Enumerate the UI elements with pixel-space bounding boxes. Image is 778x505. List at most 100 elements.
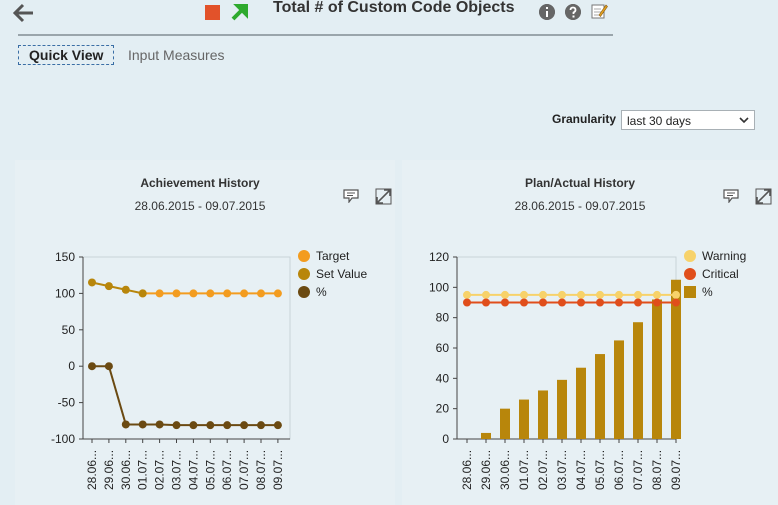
granularity-value: last 30 days [627, 114, 692, 128]
percent-bar [671, 279, 681, 439]
percent-bar [481, 432, 491, 439]
plan-actual-legend-marker [684, 268, 696, 280]
chevron-down-icon [739, 117, 749, 124]
percent-bar [633, 322, 643, 439]
set-value-series-point [138, 289, 147, 298]
critical-series-point [539, 298, 547, 307]
expand-icon[interactable] [755, 188, 772, 205]
plan-actual-x-tick-label: 29.06... [479, 450, 493, 490]
plan-actual-x-tick-label: 07.07... [631, 450, 645, 490]
target-series-point [273, 289, 282, 298]
plan-actual-x-tick-label: 04.07... [574, 450, 588, 490]
comment-icon[interactable] [343, 189, 359, 203]
plan-actual-x-tick-label: 06.07... [612, 450, 626, 490]
warning-series-point [596, 290, 604, 299]
plan-actual-y-tick-label: 60 [436, 341, 450, 355]
achievement-x-tick-label: 04.07... [186, 450, 200, 490]
percent-series-point [155, 420, 164, 429]
achievement-x-tick-label: 07.07... [237, 450, 251, 490]
achievement-plot-frame [82, 256, 291, 440]
critical-series-point [520, 298, 528, 307]
achievement-y-tick-label: 100 [55, 286, 75, 300]
target-series-point [223, 289, 232, 298]
plan-actual-x-tick-label: 03.07... [555, 450, 569, 490]
achievement-legend-label: Set Value [316, 267, 367, 281]
set-value-series-point [88, 278, 96, 287]
achievement-y-tick-label: 50 [62, 323, 76, 337]
help-icon[interactable] [565, 4, 581, 20]
achievement-y-tick-label: -100 [51, 432, 75, 446]
critical-series-point [482, 298, 490, 307]
critical-series-point [596, 298, 604, 307]
critical-series-point [653, 298, 661, 307]
warning-series-point [558, 290, 566, 299]
percent-series-point [206, 421, 215, 430]
plan-actual-y-tick-label: 120 [429, 250, 449, 264]
tab-input-measures[interactable]: Input Measures [128, 47, 225, 63]
achievement-legend-marker [298, 250, 310, 262]
warning-series-point [672, 290, 680, 299]
plan-actual-x-tick-label: 05.07... [593, 450, 607, 490]
achievement-x-tick-label: 30.06... [119, 450, 133, 490]
target-series-point [257, 289, 265, 298]
plan-actual-legend-label: Critical [702, 267, 739, 281]
percent-series-point [189, 421, 198, 430]
plan-actual-legend-label: % [702, 285, 713, 299]
warning-series-point [634, 290, 642, 299]
export-arrow-icon[interactable] [230, 2, 250, 22]
achievement-chart-subtitle: 28.06.2015 - 09.07.2015 [134, 199, 266, 213]
set-value-series-line [91, 281, 143, 295]
percent-bar [576, 367, 586, 439]
expand-icon[interactable] [375, 188, 392, 205]
warning-series-point [539, 290, 547, 299]
achievement-x-tick-label: 28.06... [85, 450, 99, 490]
percent-series-point [273, 421, 282, 430]
critical-series-point [558, 298, 566, 307]
warning-series-point [482, 290, 490, 299]
title-divider [18, 34, 613, 36]
achievement-x-tick-label: 09.07... [271, 450, 285, 490]
warning-series-point [520, 290, 528, 299]
plan-actual-legend-marker [684, 286, 696, 298]
stop-icon[interactable] [205, 5, 220, 20]
plan-actual-y-tick-label: 100 [429, 280, 449, 294]
plan-actual-x-tick-label: 08.07... [650, 450, 664, 490]
plan-actual-y-tick-label: 20 [436, 402, 450, 416]
achievement-x-tick-label: 03.07... [170, 450, 184, 490]
achievement-x-tick-label: 01.07... [136, 450, 150, 490]
percent-series-point [240, 421, 249, 430]
achievement-x-tick-label: 05.07... [203, 450, 217, 490]
achievement-x-tick-label: 02.07... [153, 450, 167, 490]
percent-bar [595, 354, 605, 439]
plan-actual-legend-label: Warning [702, 249, 746, 263]
warning-series-point [615, 290, 623, 299]
plan-actual-history-panel [402, 160, 778, 505]
percent-series-line [92, 365, 278, 427]
achievement-history-panel [15, 160, 395, 505]
comment-icon[interactable] [723, 189, 739, 203]
achievement-y-tick-label: -50 [58, 396, 76, 410]
plan-actual-x-tick-label: 01.07... [517, 450, 531, 490]
edit-notepad-icon[interactable] [590, 2, 608, 20]
plan-actual-y-tick-label: 0 [442, 432, 449, 446]
tab-quick-view[interactable]: Quick View [18, 45, 115, 65]
granularity-select[interactable]: last 30 days [621, 110, 755, 130]
granularity-label: Granularity [552, 112, 617, 126]
achievement-y-tick-label: 0 [68, 359, 75, 373]
achievement-chart-title: Achievement History [140, 176, 260, 190]
back-arrow-icon[interactable] [13, 2, 35, 24]
plan-actual-y-tick-label: 80 [436, 311, 450, 325]
critical-series-point [463, 298, 471, 307]
percent-bar [614, 340, 624, 439]
percent-series-point [121, 420, 130, 429]
page-title: Total # of Custom Code Objects [273, 0, 515, 16]
achievement-legend-marker [298, 286, 310, 298]
achievement-y-tick-label: 150 [55, 250, 75, 264]
warning-series-point [463, 290, 471, 299]
critical-series-point [615, 298, 623, 307]
achievement-legend-marker [298, 268, 310, 280]
percent-bar [557, 379, 567, 439]
warning-series-point [501, 290, 509, 299]
plan-actual-x-tick-label: 28.06... [460, 450, 474, 490]
info-icon[interactable] [539, 4, 555, 20]
